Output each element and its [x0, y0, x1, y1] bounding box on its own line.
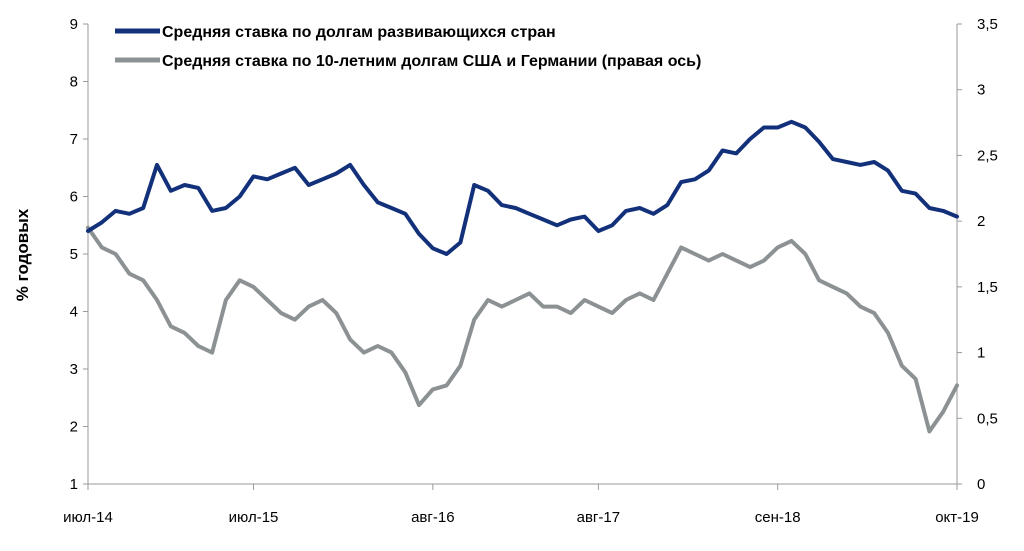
- x-tick-label: авг-16: [411, 509, 454, 526]
- x-tick-label: авг-17: [577, 509, 620, 526]
- y-axis-title: % годовых: [13, 208, 32, 301]
- x-tick-label: сен-18: [755, 509, 801, 526]
- y-tick-label-left: 9: [70, 16, 78, 33]
- y-tick-label-left: 7: [70, 131, 78, 148]
- y-tick-label-left: 2: [70, 419, 78, 436]
- y-tick-label-right: 2,5: [977, 147, 998, 164]
- legend-label-us-germany: Средняя ставка по 10-летним долгам США и…: [162, 53, 701, 70]
- y-tick-label-left: 6: [70, 189, 78, 206]
- y-tick-label-right: 1,5: [977, 279, 998, 296]
- y-tick-label-right: 1: [977, 345, 985, 362]
- y-tick-label-right: 3: [977, 82, 985, 99]
- y-tick-label-left: 3: [70, 361, 78, 378]
- y-tick-label-right: 0: [977, 476, 985, 493]
- y-tick-label-left: 5: [70, 246, 78, 263]
- y-tick-label-left: 1: [70, 476, 78, 493]
- x-tick-label: окт-19: [935, 509, 979, 526]
- y-tick-label-right: 3,5: [977, 16, 998, 33]
- y-tick-label-right: 2: [977, 213, 985, 230]
- y-tick-label-left: 8: [70, 74, 78, 91]
- x-tick-label: июл-15: [229, 509, 279, 526]
- x-tick-label: июл-14: [63, 509, 113, 526]
- y-tick-label-left: 4: [70, 304, 78, 321]
- legend-label-emerging-markets: Средняя ставка по долгам развивающихся с…: [162, 24, 556, 41]
- y-tick-label-right: 0,5: [977, 410, 998, 427]
